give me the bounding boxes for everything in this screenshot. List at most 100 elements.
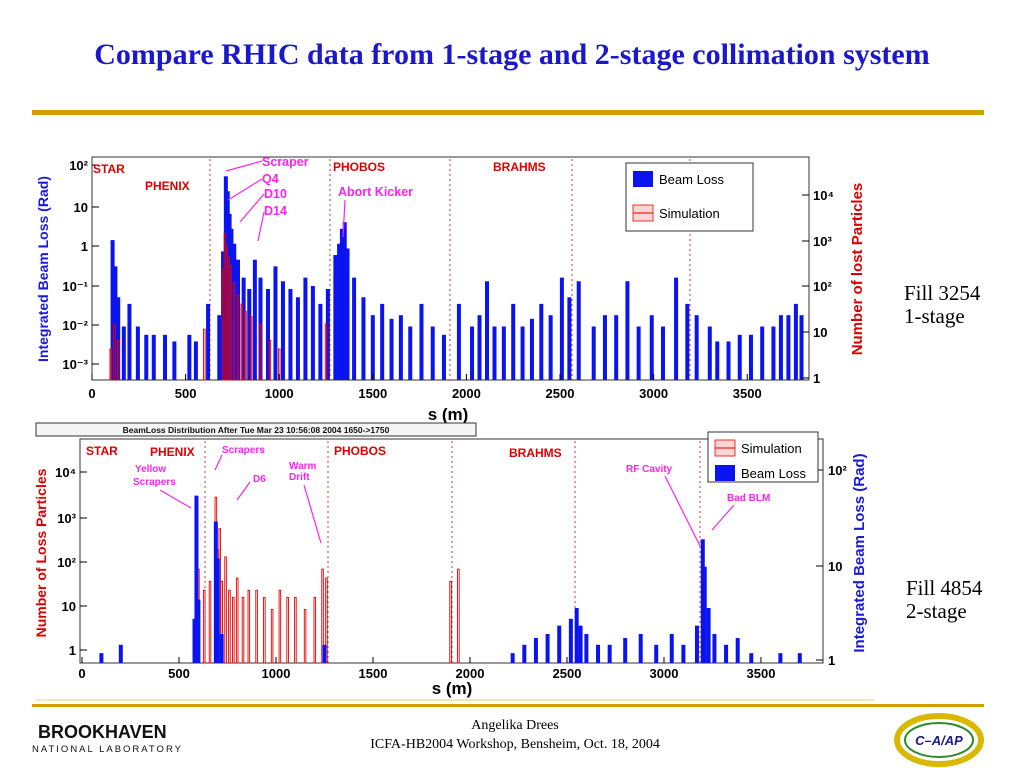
beam-loss-bar <box>280 281 285 380</box>
x-tick-label: 1500 <box>358 386 387 401</box>
annotation-arrow <box>159 489 192 509</box>
beam-loss-bar <box>778 653 783 663</box>
region-label: STAR <box>93 162 125 176</box>
region-label: PHOBOS <box>334 444 386 458</box>
annotation-label: Bad BLM <box>727 493 770 504</box>
beam-loss-bar <box>419 303 424 380</box>
fill-number-top: Fill 3254 <box>904 281 981 305</box>
region-label: BRAHMS <box>493 160 546 174</box>
beam-loss-bar <box>778 315 783 380</box>
beam-loss-bar <box>654 644 659 663</box>
fill-label-bottom: Fill 4854 2-stage <box>906 577 982 623</box>
annotation-arrow <box>664 475 701 547</box>
beam-loss-bar <box>649 315 654 380</box>
beam-loss-bar <box>511 303 516 380</box>
beam-loss-bar <box>567 297 572 380</box>
beam-loss-bar <box>151 334 156 380</box>
beam-loss-bar <box>726 341 731 380</box>
beam-loss-bar <box>408 326 413 380</box>
fill-label-top: Fill 3254 1-stage <box>904 282 980 328</box>
x-tick-label: 2000 <box>452 386 481 401</box>
simulation-bar <box>449 580 452 664</box>
y-right-tick-label: 10² <box>828 463 847 478</box>
beam-loss-bar <box>614 315 619 380</box>
x-tick-label: 3000 <box>650 666 679 681</box>
beam-loss-bar <box>510 653 515 663</box>
beam-loss-bar <box>337 243 342 380</box>
beam-loss-bar <box>430 326 435 380</box>
y-right-tick-label: 10 <box>813 325 827 340</box>
region-label: PHOBOS <box>333 160 385 174</box>
beam-loss-bar <box>681 644 686 663</box>
x-tick-label: 500 <box>175 386 197 401</box>
y-left-tick-label: 10⁴ <box>55 465 76 480</box>
cad-logo: C–A/AP <box>894 713 984 767</box>
x-tick-label: 3500 <box>747 666 776 681</box>
simulation-bar <box>313 596 317 664</box>
x-tick-label: 2500 <box>553 666 582 681</box>
annotation-arrow <box>303 484 322 544</box>
beam-loss-bar <box>636 326 641 380</box>
simulation-bar <box>249 316 253 381</box>
y-right-tick-label: 10³ <box>813 234 832 249</box>
beam-loss-bar <box>596 644 601 663</box>
annotation-arrow <box>257 211 265 242</box>
y-right-tick-label: 1 <box>813 371 820 386</box>
beam-loss-bar <box>574 608 579 663</box>
beam-loss-bar <box>325 288 330 380</box>
legend-entry-label: Simulation <box>741 441 802 456</box>
beam-loss-bar <box>370 315 375 380</box>
beam-loss-bar <box>193 341 198 380</box>
simulation-bar <box>229 265 232 381</box>
y-right-tick-label: 10 <box>828 559 842 574</box>
beam-loss-bar <box>339 228 344 380</box>
simulation-bar <box>240 303 244 381</box>
beam-loss-bar <box>477 315 482 380</box>
x-axis-label: s (m) <box>428 405 469 424</box>
beam-loss-bar <box>623 637 628 663</box>
beam-loss-bar <box>194 495 199 663</box>
simulation-bar <box>255 589 258 664</box>
annotation-label: RF Cavity <box>626 464 673 475</box>
beam-loss-bar <box>135 326 140 380</box>
beam-loss-bar <box>217 315 222 380</box>
simulation-bar <box>208 580 212 664</box>
y-axis-left-label: Number of Loss Particles <box>33 468 49 637</box>
simulation-bar <box>203 328 206 381</box>
beam-loss-bar <box>539 303 544 380</box>
annotation-label: D10 <box>264 187 287 201</box>
annotation-arrow <box>239 193 265 223</box>
annotation-label: Abort Kicker <box>338 185 413 199</box>
simulation-bar <box>236 294 240 381</box>
y-right-tick-label: 10² <box>813 279 832 294</box>
stage-label-bottom: 2-stage <box>906 599 967 623</box>
footer-event: ICFA-HB2004 Workshop, Bensheim, Oct. 18,… <box>370 737 660 752</box>
beam-loss-bar <box>303 277 308 380</box>
footer-author: Angelika Drees <box>471 718 559 733</box>
beam-loss-bar <box>398 315 403 380</box>
beam-loss-bar <box>456 303 461 380</box>
beam-loss-bar <box>318 303 323 380</box>
simulation-bar <box>286 596 289 664</box>
y-axis-right-label: Integrated Beam Loss (Rad) <box>851 453 868 652</box>
beam-loss-bar <box>520 326 525 380</box>
beam-loss-bar <box>252 259 257 380</box>
beam-loss-bar <box>265 288 270 380</box>
histogram-header-label: BeamLoss Distribution After Tue Mar 23 1… <box>123 425 390 435</box>
annotation-label: Scrapers <box>222 445 265 456</box>
beam-loss-bar <box>241 277 246 380</box>
beam-loss-bar <box>295 297 300 380</box>
x-tick-label: 3500 <box>733 386 762 401</box>
footer-divider <box>32 704 984 707</box>
beam-loss-bar <box>607 644 612 663</box>
region-label: PHENIX <box>150 445 195 459</box>
beam-loss-bar <box>121 326 126 380</box>
beam-loss-bar <box>116 297 121 380</box>
beam-loss-bar <box>99 653 104 663</box>
simulation-bar <box>113 323 116 381</box>
simulation-bar <box>116 339 120 381</box>
beam-loss-bar <box>352 277 357 380</box>
beam-loss-bar <box>548 315 553 380</box>
beam-loss-bar <box>219 634 224 663</box>
beam-loss-bar <box>247 288 252 380</box>
